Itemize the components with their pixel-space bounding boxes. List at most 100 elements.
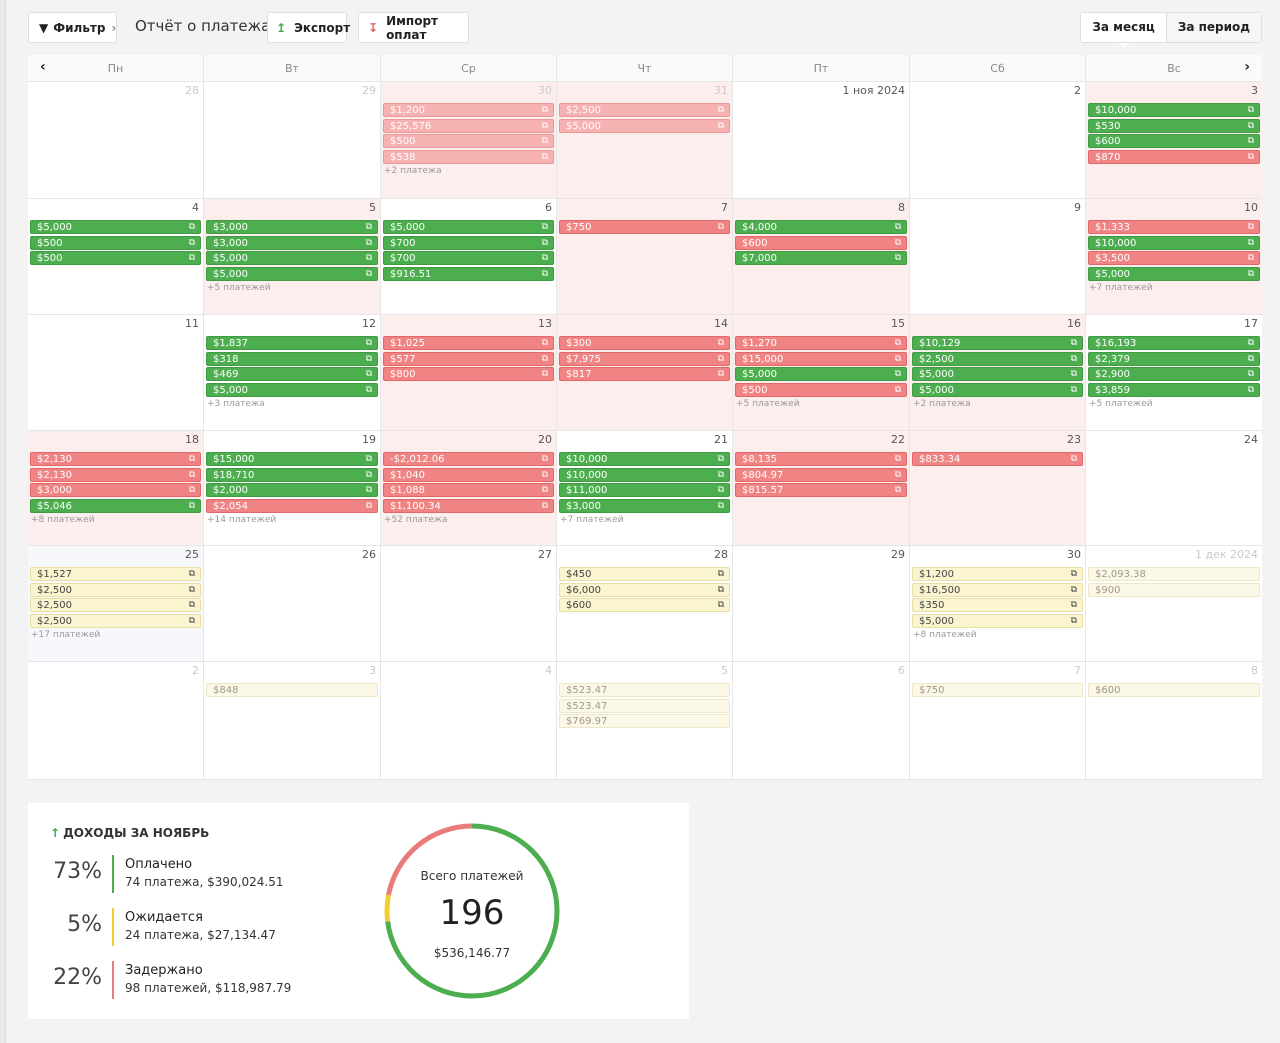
external-link-icon[interactable]: ⧉ [1247, 105, 1254, 115]
day-cell[interactable]: 3 $848 [204, 662, 381, 780]
external-link-icon[interactable]: ⧉ [541, 120, 548, 131]
external-link-icon[interactable]: ⧉ [1070, 353, 1077, 364]
payment-pill[interactable]: $15,000 ⧉ [206, 452, 378, 466]
day-cell[interactable]: 13 $1,025 ⧉ $577 ⧉ $800 ⧉ [381, 315, 557, 431]
day-cell[interactable]: 5 $3,000 ⧉ $3,000 ⧉ $5,000 ⧉ $5,000 ⧉ +5 платежей [204, 199, 381, 315]
payment-pill[interactable]: $300 ⧉ [559, 336, 730, 350]
day-cell[interactable]: 28 $450 ⧉ $6,000 ⧉ $600 ⧉ [557, 546, 733, 662]
external-link-icon[interactable]: ⧉ [1070, 369, 1077, 380]
more-payments-link[interactable]: +2 платежа [913, 398, 971, 409]
payment-pill[interactable]: $2,500 ⧉ [912, 351, 1083, 366]
payment-pill[interactable]: $2,093.38 [1088, 567, 1260, 581]
external-link-icon[interactable]: ⧉ [188, 237, 195, 248]
external-link-icon[interactable]: ⧉ [1247, 222, 1254, 232]
payment-pill[interactable]: $7,975 ⧉ [559, 351, 730, 366]
payment-pill[interactable]: $350 ⧉ [912, 598, 1083, 613]
payment-pill[interactable]: $10,000 ⧉ [1088, 235, 1260, 250]
external-link-icon[interactable]: ⧉ [717, 120, 724, 131]
payment-pill[interactable]: $16,500 ⧉ [912, 582, 1083, 597]
prev-month-icon[interactable]: ‹ [40, 59, 46, 75]
payment-pill[interactable]: $700 ⧉ [383, 251, 554, 266]
payment-pill[interactable]: $469 ⧉ [206, 367, 378, 382]
payment-pill[interactable]: $500 ⧉ [383, 134, 554, 149]
payment-pill[interactable]: $2,500 ⧉ [30, 598, 201, 613]
day-cell[interactable]: 1 ноя 2024 [733, 82, 910, 199]
external-link-icon[interactable]: ⧉ [894, 369, 901, 380]
external-link-icon[interactable]: ⧉ [365, 222, 372, 232]
external-link-icon[interactable]: ⧉ [894, 253, 901, 264]
external-link-icon[interactable]: ⧉ [894, 222, 901, 232]
day-cell[interactable]: 9 [910, 199, 1086, 315]
payment-pill[interactable]: -$2,012.06 ⧉ [383, 452, 554, 466]
external-link-icon[interactable]: ⧉ [365, 269, 372, 280]
external-link-icon[interactable]: ⧉ [1070, 616, 1077, 627]
payment-pill[interactable]: $10,129 ⧉ [912, 336, 1083, 350]
day-cell[interactable]: 29 [733, 546, 910, 662]
external-link-icon[interactable]: ⧉ [717, 584, 724, 595]
payment-pill[interactable]: $750 [912, 683, 1083, 697]
day-cell[interactable]: 23 $833.34 ⧉ [910, 431, 1086, 546]
payment-pill[interactable]: $5,000 ⧉ [206, 383, 378, 398]
external-link-icon[interactable]: ⧉ [541, 369, 548, 380]
payment-pill[interactable]: $600 [1088, 683, 1260, 697]
payment-pill[interactable]: $7,000 ⧉ [735, 251, 907, 266]
day-cell[interactable]: 6 [733, 662, 910, 780]
external-link-icon[interactable]: ⧉ [188, 569, 195, 579]
more-payments-link[interactable]: +8 платежей [31, 514, 95, 525]
payment-pill[interactable]: $3,000 ⧉ [30, 483, 201, 498]
external-link-icon[interactable]: ⧉ [1247, 385, 1254, 396]
more-payments-link[interactable]: +7 платежей [560, 514, 624, 525]
payment-pill[interactable]: $16,193 ⧉ [1088, 336, 1260, 350]
payment-pill[interactable]: $600 ⧉ [559, 598, 730, 613]
external-link-icon[interactable]: ⧉ [894, 237, 901, 248]
day-cell[interactable]: 28 [28, 82, 204, 199]
payment-pill[interactable]: $815.57 ⧉ [735, 483, 907, 498]
payment-pill[interactable]: $817 ⧉ [559, 367, 730, 382]
payment-pill[interactable]: $3,000 ⧉ [206, 235, 378, 250]
external-link-icon[interactable]: ⧉ [717, 353, 724, 364]
payment-pill[interactable]: $2,500 ⧉ [30, 614, 201, 629]
external-link-icon[interactable]: ⧉ [188, 501, 195, 512]
external-link-icon[interactable]: ⧉ [365, 253, 372, 264]
payment-pill[interactable]: $750 ⧉ [559, 220, 730, 234]
day-cell[interactable]: 14 $300 ⧉ $7,975 ⧉ $817 ⧉ [557, 315, 733, 431]
payment-pill[interactable]: $870 ⧉ [1088, 150, 1260, 165]
payment-pill[interactable]: $1,200 ⧉ [912, 567, 1083, 581]
external-link-icon[interactable]: ⧉ [717, 222, 724, 232]
payment-pill[interactable]: $3,000 ⧉ [559, 499, 730, 514]
payment-pill[interactable]: $916.51 ⧉ [383, 267, 554, 282]
payment-pill[interactable]: $1,100.34 ⧉ [383, 499, 554, 514]
payment-pill[interactable]: $5,000 ⧉ [559, 118, 730, 133]
payment-pill[interactable]: $10,000 ⧉ [1088, 103, 1260, 117]
external-link-icon[interactable]: ⧉ [1247, 269, 1254, 280]
payment-pill[interactable]: $500 ⧉ [30, 235, 201, 250]
more-payments-link[interactable]: +52 платежа [384, 514, 448, 525]
day-cell[interactable]: 12 $1,837 ⧉ $318 ⧉ $469 ⧉ $5,000 ⧉ +3 платежа [204, 315, 381, 431]
payment-pill[interactable]: $600 ⧉ [1088, 134, 1260, 149]
filter-button[interactable]: ▼ Фильтр › [28, 12, 117, 43]
next-month-icon[interactable]: › [1244, 59, 1250, 75]
day-cell[interactable]: 5 $523.47 $523.47 $769.97 [557, 662, 733, 780]
day-cell[interactable]: 4 [381, 662, 557, 780]
payment-pill[interactable]: $700 ⧉ [383, 235, 554, 250]
external-link-icon[interactable]: ⧉ [188, 485, 195, 496]
day-cell[interactable]: 2 [910, 82, 1086, 199]
payment-pill[interactable]: $1,270 ⧉ [735, 336, 907, 350]
payment-pill[interactable]: $523.47 [559, 698, 730, 713]
day-cell[interactable]: 29 [204, 82, 381, 199]
external-link-icon[interactable]: ⧉ [188, 600, 195, 611]
external-link-icon[interactable]: ⧉ [541, 222, 548, 232]
payment-pill[interactable]: $2,500 ⧉ [30, 582, 201, 597]
payment-pill[interactable]: $3,500 ⧉ [1088, 251, 1260, 266]
external-link-icon[interactable]: ⧉ [541, 469, 548, 480]
day-cell[interactable]: 15 $1,270 ⧉ $15,000 ⧉ $5,000 ⧉ $500 ⧉ +5 платежей [733, 315, 910, 431]
day-cell[interactable]: 17 $16,193 ⧉ $2,379 ⧉ $2,900 ⧉ $3,859 ⧉ +5 платеж… [1086, 315, 1262, 431]
external-link-icon[interactable]: ⧉ [365, 237, 372, 248]
external-link-icon[interactable]: ⧉ [717, 369, 724, 380]
external-link-icon[interactable]: ⧉ [717, 485, 724, 496]
payment-pill[interactable]: $10,000 ⧉ [559, 452, 730, 466]
payment-pill[interactable]: $833.34 ⧉ [912, 452, 1083, 466]
view-month-tab[interactable]: За месяц [1081, 13, 1167, 48]
more-payments-link[interactable]: +8 платежей [913, 629, 977, 640]
external-link-icon[interactable]: ⧉ [541, 105, 548, 115]
